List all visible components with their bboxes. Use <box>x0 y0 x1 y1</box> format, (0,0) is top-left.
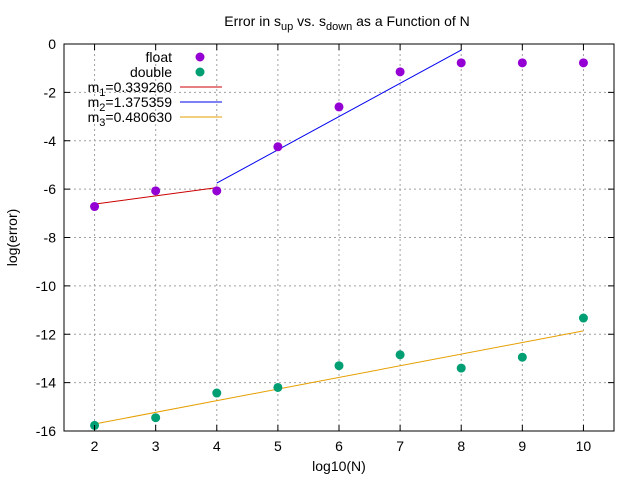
legend-label-sub: 3 <box>99 117 105 129</box>
legend-label-sub: 2 <box>99 102 105 114</box>
x-tick-label: 9 <box>518 438 526 454</box>
title-sub2: down <box>326 21 352 33</box>
float-point <box>456 58 466 68</box>
float-point <box>517 58 527 68</box>
x-tick-label: 5 <box>274 438 282 454</box>
y-tick-label: -12 <box>36 326 56 342</box>
legend-label-base: m <box>88 109 100 125</box>
y-tick-label: -14 <box>36 375 56 391</box>
x-tick-label: 7 <box>396 438 404 454</box>
float-point <box>395 67 405 77</box>
y-tick-label: -4 <box>44 133 57 149</box>
legend-marker-double <box>195 67 205 77</box>
title-pre: Error in s <box>224 13 281 29</box>
legend-label-2: double <box>130 64 172 80</box>
float-point <box>334 102 344 112</box>
x-tick-label: 8 <box>457 438 465 454</box>
legend-label-sub: 1 <box>99 87 105 99</box>
double-point <box>456 363 466 373</box>
legend-label-base: m <box>88 94 100 110</box>
fit-line-3 <box>94 330 584 425</box>
float-point <box>151 186 161 196</box>
double-point <box>517 352 527 362</box>
legend-label-rest: =0.339260 <box>105 79 172 95</box>
legend-label-1: float <box>146 49 173 65</box>
float-point <box>212 186 222 196</box>
legend: floatdoublem1=0.339260m2=1.375359m3=0.48… <box>88 49 222 129</box>
double-point <box>212 388 222 398</box>
x-tick-label: 3 <box>152 438 160 454</box>
y-tick-label: -2 <box>44 84 57 100</box>
x-tick-label: 2 <box>91 438 99 454</box>
fit-line-1 <box>94 187 217 205</box>
x-axis-label: log10(N) <box>312 458 366 474</box>
float-point <box>578 58 588 68</box>
y-axis-label: log(error) <box>4 209 20 267</box>
title-post: as a Function of N <box>352 13 470 29</box>
x-tick-label: 4 <box>213 438 221 454</box>
y-tick-label: -10 <box>36 278 56 294</box>
fit-line-2 <box>216 49 462 184</box>
ticks: 2 3 4 5 6 7 8 9 10 0 -2 -4 -6 -8 -10 -12 -14 -16 <box>36 36 614 454</box>
x-tick-label: 6 <box>335 438 343 454</box>
x-tick-label: 10 <box>576 438 592 454</box>
legend-label-3: m1=0.339260 <box>88 79 173 99</box>
series-layer <box>90 49 588 430</box>
legend-marker-float <box>195 52 205 62</box>
chart-title: Error in sup vs. sdown as a Function of … <box>224 13 470 33</box>
y-tick-label: -8 <box>44 230 57 246</box>
double-point <box>273 382 283 392</box>
title-mid: vs. s <box>293 13 326 29</box>
legend-label-rest: =1.375359 <box>105 94 172 110</box>
float-point <box>273 142 283 152</box>
double-point <box>578 313 588 323</box>
title-sub1: up <box>281 21 293 33</box>
legend-label-5: m3=0.480630 <box>88 109 173 129</box>
double-point <box>151 413 161 423</box>
double-point <box>395 350 405 360</box>
y-tick-label: 0 <box>48 36 56 52</box>
y-tick-label: -16 <box>36 423 56 439</box>
legend-label-rest: =0.480630 <box>105 109 172 125</box>
double-point <box>334 361 344 371</box>
float-point <box>90 202 100 212</box>
y-tick-label: -6 <box>44 181 57 197</box>
legend-label-4: m2=1.375359 <box>88 94 173 114</box>
legend-label-base: m <box>88 79 100 95</box>
